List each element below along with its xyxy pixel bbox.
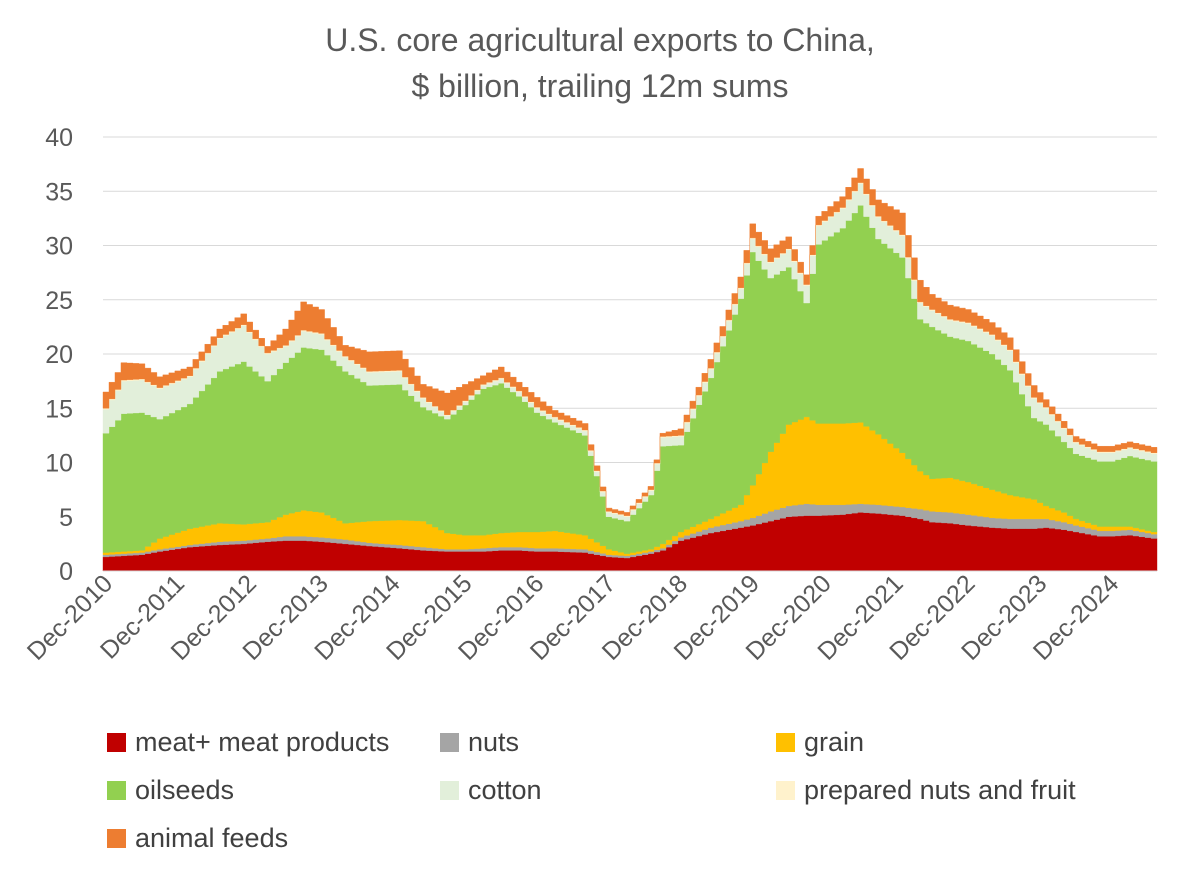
y-tick-label: 40 (45, 124, 73, 152)
legend-label: oilseeds (135, 775, 235, 805)
legend-swatch (776, 781, 795, 800)
legend-label: animal feeds (135, 823, 289, 853)
plot-area: 0510152025303540Dec-2010Dec-2011Dec-2012… (22, 124, 1158, 666)
legend-swatch (440, 781, 459, 800)
legend-label: meat+ meat products (135, 727, 390, 757)
legend-item: oilseeds (107, 775, 234, 806)
legend-label: nuts (468, 727, 520, 757)
legend-item: nuts (440, 727, 519, 758)
legend-item: cotton (440, 775, 542, 806)
y-tick-label: 20 (45, 341, 73, 369)
legend-swatch (776, 733, 795, 752)
legend-swatch (107, 733, 126, 752)
legend-label: grain (804, 727, 865, 757)
stacked-areas (102, 168, 1158, 572)
legend-label: cotton (468, 775, 542, 805)
legend-item: prepared nuts and fruit (776, 775, 1076, 806)
legend-swatch (107, 829, 126, 848)
chart-title-line-2: $ billion, trailing 12m sums (411, 68, 789, 104)
legend-label: prepared nuts and fruit (804, 775, 1076, 805)
y-tick-label: 30 (45, 233, 73, 261)
legend-item: meat+ meat products (107, 727, 389, 758)
y-tick-label: 35 (45, 178, 73, 206)
y-tick-label: 0 (59, 558, 73, 586)
y-tick-label: 15 (45, 395, 73, 423)
y-tick-label: 10 (45, 450, 73, 478)
y-tick-label: 5 (59, 504, 73, 532)
legend-swatch (107, 781, 126, 800)
series-area-6 (102, 168, 1158, 516)
chart-title-line-1: U.S. core agricultural exports to China, (325, 22, 875, 58)
legend-item: grain (776, 727, 864, 758)
legend-item: animal feeds (107, 823, 288, 854)
y-tick-label: 25 (45, 287, 73, 315)
legend-swatch (440, 733, 459, 752)
